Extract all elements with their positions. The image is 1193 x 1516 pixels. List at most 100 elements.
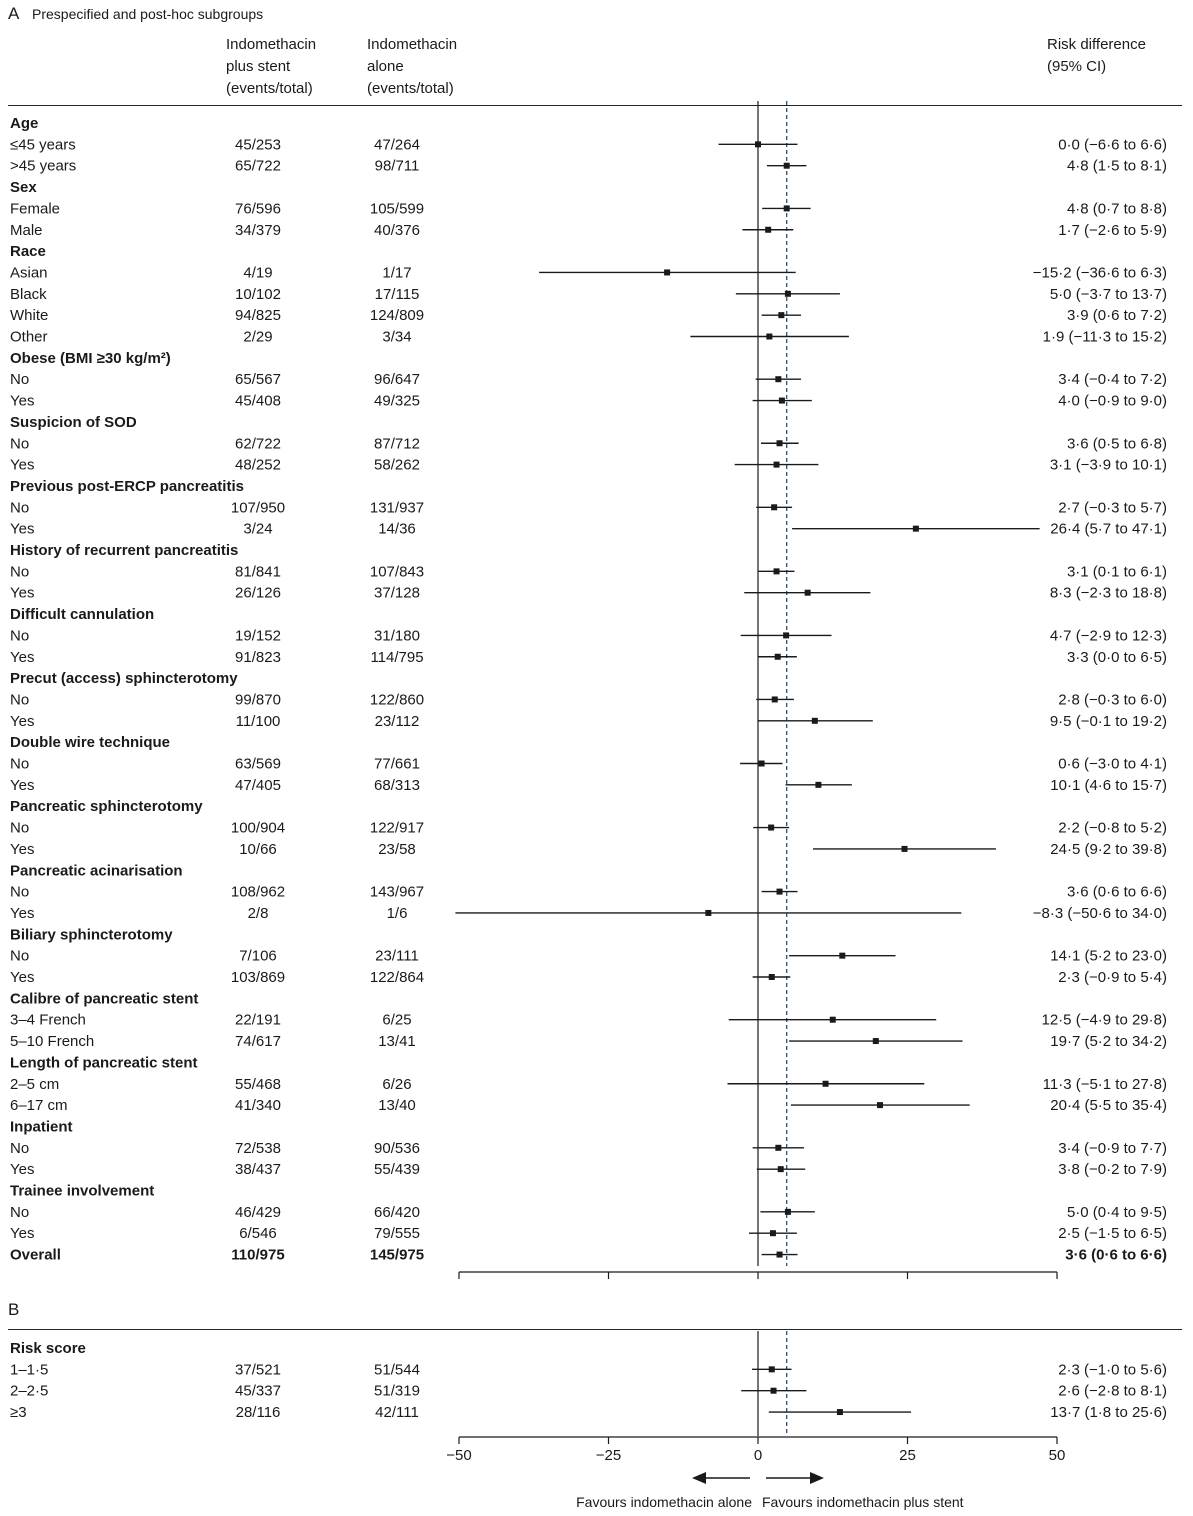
panel-a-events-alone: 14/36 [378,521,416,538]
panel-a-events-plus-stent: 3/24 [243,521,272,538]
panel-a-risk-difference-text: 2·3 (−0·9 to 5·4) [1058,969,1167,986]
panel-a-events-alone: 55/439 [374,1161,420,1178]
panel-a-group-label: Inpatient [10,1118,73,1135]
panel-a-risk-difference-text: 24·5 (9·2 to 39·8) [1050,841,1167,858]
panel-a-events-alone: 68/313 [374,777,420,794]
panel-a-risk-difference-text: 3·4 (−0·9 to 7·7) [1058,1140,1167,1157]
panel-b-x-tick-label: 50 [1049,1447,1066,1464]
panel-a-risk-difference-text: 2·8 (−0·3 to 6·0) [1058,691,1167,708]
panel-a-events-plus-stent: 65/722 [235,158,281,175]
panel-a-point-estimate [822,1080,829,1087]
panel-a-events-alone: 96/647 [374,371,420,388]
panel-a-point-estimate [755,141,761,148]
panel-a-events-alone: 122/864 [370,969,424,986]
panel-a-row-label: Yes [10,777,34,794]
panel-a-risk-difference-text: 1·7 (−2·6 to 5·9) [1058,222,1167,239]
panel-a-row-label: Male [10,222,43,239]
panel-a-risk-difference-text: 8·3 (−2·3 to 18·8) [1050,585,1167,602]
panel-a-events-plus-stent: 10/102 [235,286,281,303]
panel-a-events-alone: 124/809 [370,307,424,324]
panel-a-point-estimate [778,397,785,404]
panel-a-risk-difference-text: 0·0 (−6·6 to 6·6) [1058,136,1167,153]
panel-a-group-label: Calibre of pancreatic stent [10,990,198,1007]
panel-a-events-plus-stent: 91/823 [235,649,281,666]
panel-a-events-alone: 1/6 [387,905,408,922]
panel-a-row-label: Asian [10,264,48,281]
col-header-indomethacin-plus-stent: Indomethacin plus stent (events/total) [226,34,316,100]
panel-a-group-label: Age [10,115,38,132]
panel-a-events-alone: 114/795 [370,649,423,666]
panel-a-events-alone: 107/843 [370,563,424,580]
panel-b-row-label: 2–2·5 [10,1383,48,1400]
panel-a-point-estimate [783,632,790,639]
panel-a-events-alone: 31/180 [374,627,420,644]
panel-a-risk-difference-text: 3·3 (0·0 to 6·5) [1067,649,1167,666]
panel-a-events-alone: 47/264 [374,136,420,153]
col-header-risk-difference: Risk difference (95% CI) [1047,34,1146,78]
col3-line1: Risk difference [1047,36,1146,53]
col1-line3: (events/total) [226,80,313,97]
panel-a-row-label: No [10,627,29,644]
panel-a-point-estimate [766,333,773,340]
panel-a-events-alone: 49/325 [374,393,420,410]
panel-a-row-label: No [10,435,29,452]
panel-a-events-plus-stent: 74/617 [235,1033,281,1050]
panel-a-row-label: No [10,820,29,837]
panel-a-risk-difference-text: 10·1 (4·6 to 15·7) [1050,777,1167,794]
panel-a-events-alone: 3/34 [382,329,411,346]
panel-a-row-label: Yes [10,713,34,730]
panel-b-risk-difference-text: 2·3 (−1·0 to 5·6) [1058,1361,1167,1378]
panel-a-point-estimate [876,1102,883,1109]
panel-b-point-estimate [770,1387,777,1394]
panel-a-row-label: Yes [10,585,34,602]
panel-a-row-label: >45 years [10,158,76,175]
panel-a-risk-difference-text: 2·7 (−0·3 to 5·7) [1058,499,1167,516]
col-header-indomethacin-alone: Indomethacin alone (events/total) [367,34,457,100]
panel-a-group-label: Pancreatic sphincterotomy [10,798,203,815]
panel-a-risk-difference-text: 12·5 (−4·9 to 29·8) [1042,1012,1168,1029]
panel-a-events-plus-stent: 6/546 [239,1225,277,1242]
panel-a-row-label: Yes [10,841,34,858]
panel-a-point-estimate [872,1038,879,1045]
col3-line2: (95% CI) [1047,58,1107,75]
panel-a-point-estimate [778,312,785,319]
panel-a-risk-difference-text: 1·9 (−11·3 to 15·2) [1043,329,1167,346]
panel-a-row-label: No [10,1204,29,1221]
panel-a-point-estimate [775,1144,782,1151]
panel-a-risk-difference-text: −15·2 (−36·6 to 6·3) [1033,264,1167,281]
panel-a-row-label: No [10,1140,29,1157]
panel-b-row-label: ≥3 [10,1404,27,1421]
panel-a-events-alone: 13/40 [378,1097,416,1114]
panel-b-header-rule [8,1329,1182,1330]
panel-a-point-estimate [829,1016,836,1023]
panel-a-point-estimate [705,909,712,916]
panel-b-letter: B [8,1300,20,1319]
panel-a-events-alone: 77/661 [374,756,420,773]
panel-a-events-plus-stent: 7/106 [239,948,277,965]
panel-a-events-plus-stent: 2/29 [243,329,272,346]
panel-a-events-plus-stent: 4/19 [243,264,272,281]
panel-a-risk-difference-text: 14·1 (5·2 to 23·0) [1050,948,1167,965]
col1-line2: plus stent [226,58,291,75]
panel-a-risk-difference-text: 9·5 (−0·1 to 19·2) [1050,713,1167,730]
panel-a-risk-difference-text: 2·5 (−1·5 to 6·5) [1058,1225,1167,1242]
panel-a-point-estimate [773,568,780,575]
panel-a-events-alone: 87/712 [374,435,420,452]
panel-a-point-estimate [784,290,791,297]
col2-line3: (events/total) [367,80,454,97]
panel-a-row-label: No [10,948,29,965]
panel-a-events-alone: 90/536 [374,1140,420,1157]
panel-a-point-estimate [773,461,780,468]
panel-b-events-alone: 51/319 [374,1383,420,1400]
panel-a-events-plus-stent: 99/870 [235,691,281,708]
panel-a-point-estimate [901,845,908,852]
panel-a-point-estimate [783,205,790,212]
panel-a-group-label: History of recurrent pancreatitis [10,542,238,559]
panel-a-events-alone: 98/711 [375,158,420,175]
panel-a-header-rule [8,105,1182,106]
arrow-right-icon [810,1472,824,1484]
panel-a-risk-difference-text: 3·9 (0·6 to 7·2) [1067,307,1167,324]
panel-a-risk-difference-text: 3·4 (−0·4 to 7·2) [1058,371,1167,388]
panel-a-events-plus-stent: 107/950 [231,499,285,516]
panel-a-events-plus-stent: 65/567 [235,371,281,388]
